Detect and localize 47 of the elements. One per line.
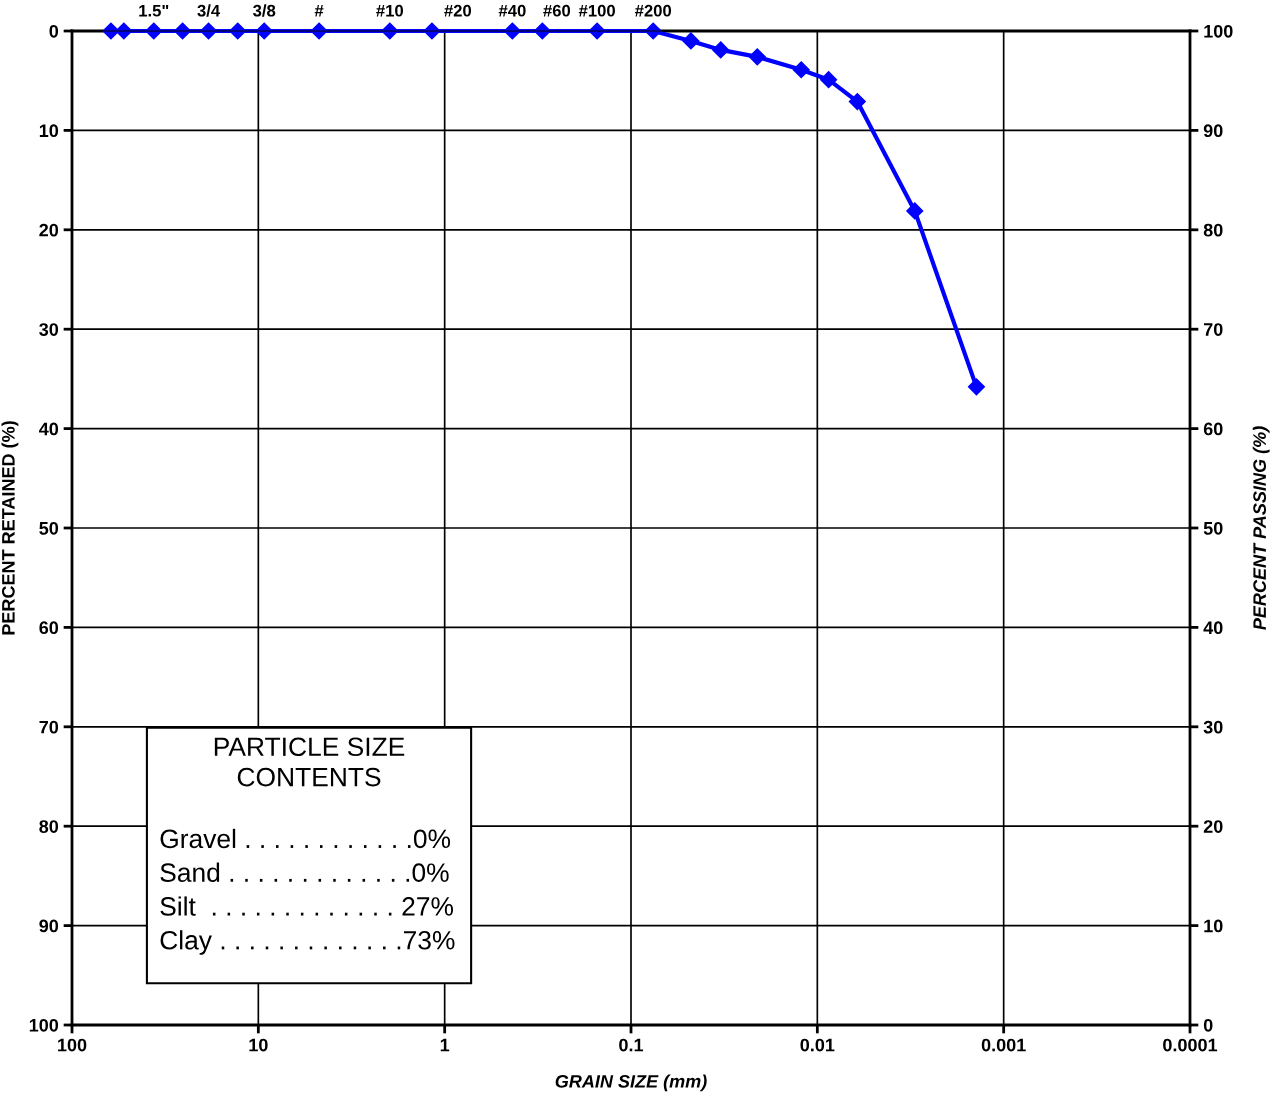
y2-tick-label: 50 xyxy=(1203,521,1223,535)
y2-tick-label: 100 xyxy=(1204,24,1233,38)
y-tick-label: 10 xyxy=(39,124,59,138)
annotation: Gravel . . . . . . . . . . . .0% xyxy=(160,828,451,849)
y-axis-title: PERCENT RETAINED (%) xyxy=(1,421,19,635)
annotation: # xyxy=(314,5,324,17)
y-tick-label: 90 xyxy=(39,919,59,933)
annotation: Sand . . . . . . . . . . . . .0% xyxy=(160,862,449,882)
y-tick-label: 70 xyxy=(39,720,59,734)
annotation: 3/4 xyxy=(197,4,221,17)
y-tick-label: 80 xyxy=(39,820,59,833)
y2-tick-label: 0 xyxy=(1203,1018,1213,1032)
annotation: PARTICLE SIZE CONTENTS xyxy=(214,737,405,787)
y2-tick-label: 80 xyxy=(1203,223,1223,237)
y2-tick-label: 10 xyxy=(1204,919,1223,933)
y2-tick-label: 90 xyxy=(1203,124,1223,138)
annotation: #100 xyxy=(578,4,615,17)
annotation: #10 xyxy=(376,4,404,17)
annotation: Silt . . . . . . . . . . . . . 27% xyxy=(160,896,454,916)
x-tick-label: 100 xyxy=(58,1038,87,1052)
annotation: #20 xyxy=(444,4,472,17)
y2-tick-label: 20 xyxy=(1203,820,1223,833)
y-tick-label: 20 xyxy=(39,223,59,237)
x-axis-title: GRAIN SIZE (mm) xyxy=(555,1074,707,1092)
y-tick-label: 30 xyxy=(39,323,59,336)
y2-axis-title: PERCENT PASSING (%) xyxy=(1252,426,1270,630)
annotation: 3/8 xyxy=(253,4,276,17)
y-tick-label: 0 xyxy=(49,24,59,38)
annotation: #60 xyxy=(543,4,571,17)
x-tick-label: 0.0001 xyxy=(1163,1038,1218,1052)
y2-tick-label: 70 xyxy=(1203,323,1223,336)
x-tick-label: 0.1 xyxy=(619,1038,644,1052)
y2-tick-label: 30 xyxy=(1203,720,1223,734)
annotation: #200 xyxy=(634,4,672,17)
y-tick-label: 50 xyxy=(39,521,59,535)
x-tick-label: 0.001 xyxy=(981,1038,1026,1052)
y2-tick-label: 40 xyxy=(1203,621,1223,635)
y-tick-label: 40 xyxy=(39,422,59,436)
x-tick-label: 0.01 xyxy=(800,1038,835,1052)
y2-tick-label: 60 xyxy=(1203,422,1223,436)
x-tick-label: 1 xyxy=(440,1038,450,1052)
annotation: Clay . . . . . . . . . . . . .73% xyxy=(160,930,455,955)
annotation: 1.5" xyxy=(139,4,169,17)
x-tick-label: 10 xyxy=(249,1038,268,1052)
annotation: #40 xyxy=(498,4,526,17)
y-tick-label: 60 xyxy=(39,621,59,635)
y-tick-label: 100 xyxy=(29,1018,59,1032)
